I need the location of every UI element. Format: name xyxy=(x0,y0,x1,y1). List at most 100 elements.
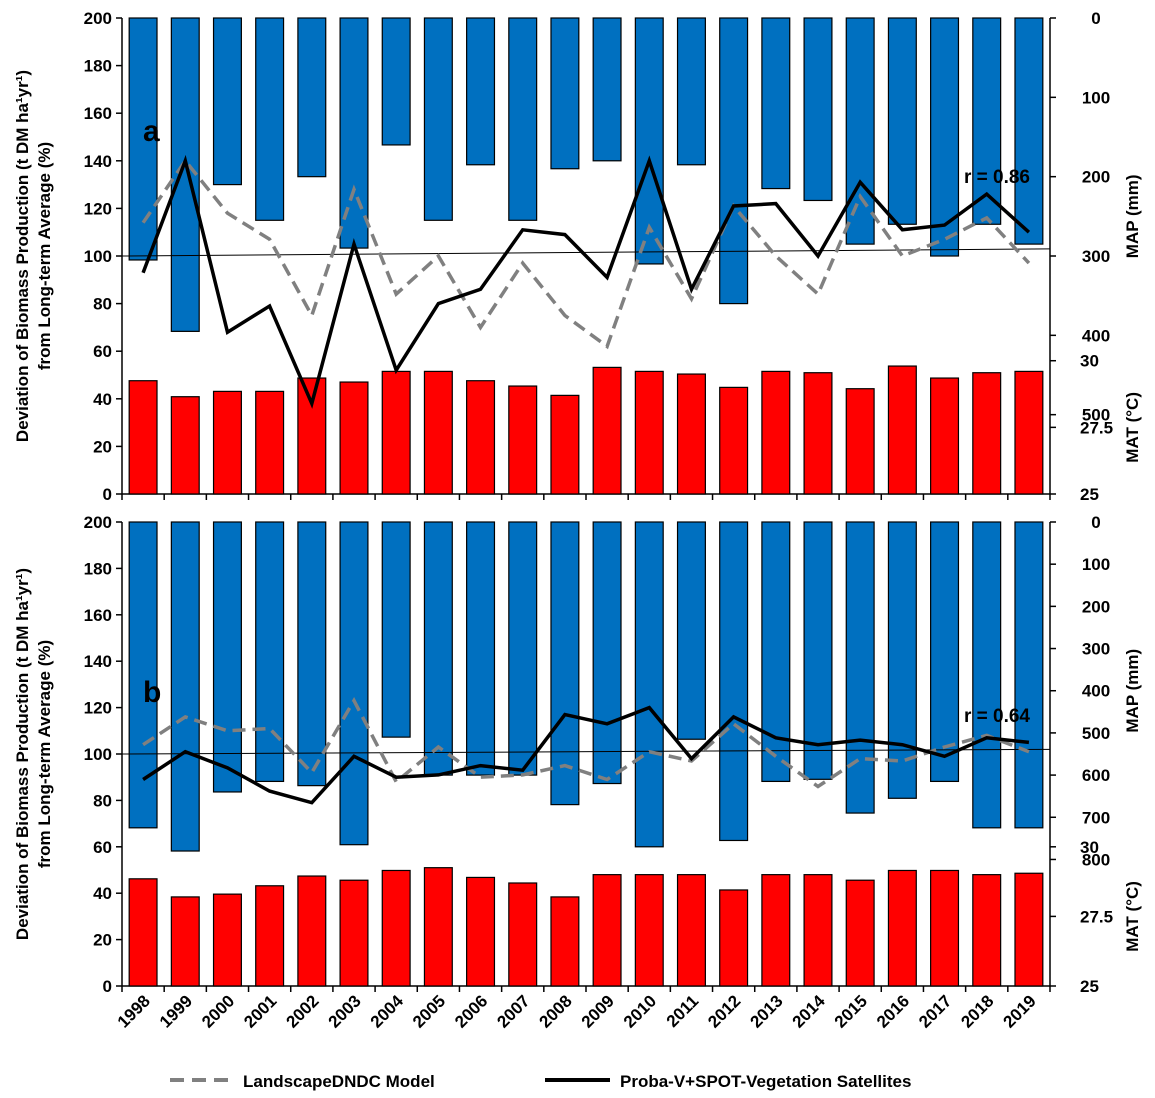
map-tick-label: 200 xyxy=(1082,168,1110,187)
mat-tick-label: 30 xyxy=(1080,838,1099,857)
map-bar xyxy=(803,521,833,780)
y-tick-label: 200 xyxy=(84,9,112,28)
map-bar xyxy=(255,17,285,221)
map-bar xyxy=(381,17,411,146)
mat-bar xyxy=(1014,872,1044,987)
y-tick-label: 0 xyxy=(103,485,112,504)
map-bar xyxy=(508,17,538,221)
x-tick-label: 2009 xyxy=(578,991,618,1031)
map-bar xyxy=(339,521,369,846)
x-tick-label: 2013 xyxy=(746,991,786,1031)
map-bar xyxy=(930,17,960,257)
mat-tick-label: 25 xyxy=(1080,977,1099,996)
map-bar xyxy=(972,521,1002,829)
map-bar xyxy=(972,17,1002,225)
mat-bar xyxy=(381,869,411,987)
y-tick-label: 160 xyxy=(84,606,112,625)
panel-b: 0 20 40 60 80 100 120 140 160 180 200 0 100 200 300 400… xyxy=(13,513,1142,996)
mat-bar xyxy=(845,388,875,495)
map-bar xyxy=(550,17,580,170)
mat-tick-label: 27.5 xyxy=(1080,907,1113,926)
map-tick-label: 300 xyxy=(1082,247,1110,266)
mat-bar xyxy=(423,867,453,987)
mat-bar xyxy=(719,889,749,987)
map-tick-label: 500 xyxy=(1082,724,1110,743)
y-tick-label: 200 xyxy=(84,513,112,532)
map-bar xyxy=(761,17,791,190)
x-tick-label: 2019 xyxy=(1000,991,1040,1031)
mat-bar xyxy=(255,885,285,987)
mat-bar xyxy=(339,879,369,987)
map-bar xyxy=(887,17,917,225)
map-bar xyxy=(845,521,875,814)
y-axis-title-line2: from Long-term Average (%) xyxy=(35,142,54,370)
legend-model-label: LandscapeDNDC Model xyxy=(243,1072,435,1091)
map-bar xyxy=(466,521,496,776)
map-tick-label: 0 xyxy=(1091,9,1100,28)
satellite-series-line xyxy=(142,705,1030,805)
map-bar xyxy=(761,521,791,783)
x-tick-label: 2003 xyxy=(325,991,365,1031)
map-bar xyxy=(550,521,580,806)
mat-bar xyxy=(212,390,242,495)
mat-bar xyxy=(508,385,538,495)
y-tick-label: 20 xyxy=(93,931,112,950)
y-tick-label: 40 xyxy=(93,390,112,409)
legend-satellite-label: Proba-V+SPOT-Vegetation Satellites xyxy=(620,1072,911,1091)
y-tick-label: 20 xyxy=(93,437,112,456)
y-tick-label: 120 xyxy=(84,699,112,718)
mat-tick-label: 25 xyxy=(1080,485,1099,504)
map-tick-label: 400 xyxy=(1082,326,1110,345)
mat-bar xyxy=(550,896,580,987)
map-bar xyxy=(170,521,200,852)
map-bar xyxy=(719,521,749,842)
map-bar xyxy=(466,17,496,166)
map-bar xyxy=(1014,17,1044,245)
map-tick-label: 700 xyxy=(1082,808,1110,827)
x-tick-label: 2018 xyxy=(957,991,997,1031)
x-tick-label: 2001 xyxy=(240,991,280,1031)
y-tick-label: 120 xyxy=(84,199,112,218)
x-tick-label: 1998 xyxy=(114,991,154,1031)
map-bar xyxy=(676,521,706,740)
x-tick-label: 2017 xyxy=(915,991,955,1031)
y-axis-title-line1: Deviation of Biomass Production (t DM ha… xyxy=(13,70,32,442)
mat-bar xyxy=(466,876,496,987)
x-axis-year-labels: 1998 1999 2000 2001 2002 2003 2004 2005 2006 2007… xyxy=(114,991,1040,1032)
map-tick-label: 300 xyxy=(1082,640,1110,659)
mat-bar xyxy=(972,372,1002,495)
mat-bar xyxy=(170,896,200,987)
map-bar xyxy=(887,521,917,799)
map-tick-label: 500 xyxy=(1082,406,1110,425)
x-tick-label: 2002 xyxy=(282,991,322,1031)
mat-bar xyxy=(255,390,285,495)
map-bar xyxy=(423,17,453,221)
x-tick-label: 2011 xyxy=(663,991,703,1031)
y-axis-title-line1: Deviation of Biomass Production (t DM ha… xyxy=(13,568,32,940)
mat-bar xyxy=(550,394,580,495)
mat-bar xyxy=(930,377,960,495)
y-tick-label: 80 xyxy=(93,791,112,810)
map-tick-label: 800 xyxy=(1082,850,1110,869)
mat-bar xyxy=(170,396,200,495)
map-bar xyxy=(212,521,242,793)
map-bar xyxy=(128,521,158,829)
x-tick-label: 2012 xyxy=(704,991,744,1031)
mat-bar xyxy=(128,878,158,987)
correlation-annotation: r = 0.86 xyxy=(964,167,1030,188)
mat-bar xyxy=(634,370,664,495)
mat-bar xyxy=(761,874,791,987)
y-tick-label: 180 xyxy=(84,559,112,578)
mat-bar xyxy=(761,370,791,495)
y-tick-label: 140 xyxy=(84,152,112,171)
map-axis-title: MAP (mm) xyxy=(1123,649,1142,733)
mat-bar xyxy=(297,377,327,495)
panel-letter: a xyxy=(143,115,160,148)
y-tick-label: 140 xyxy=(84,652,112,671)
mat-bar xyxy=(128,380,158,495)
mat-bar xyxy=(930,869,960,987)
x-tick-label: 2006 xyxy=(451,991,491,1031)
map-bar xyxy=(676,17,706,166)
y-tick-label: 100 xyxy=(84,745,112,764)
